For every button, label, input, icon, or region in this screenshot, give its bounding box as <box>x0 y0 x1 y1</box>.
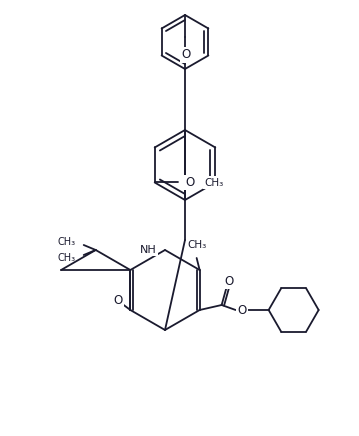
Text: CH₃: CH₃ <box>205 177 224 187</box>
Text: CH₃: CH₃ <box>57 253 76 263</box>
Text: O: O <box>114 293 123 307</box>
Text: O: O <box>237 303 246 317</box>
Text: O: O <box>224 275 233 287</box>
Text: CH₃: CH₃ <box>187 240 206 250</box>
Text: CH₃: CH₃ <box>57 237 76 247</box>
Text: O: O <box>185 176 194 189</box>
Text: NH: NH <box>140 245 157 255</box>
Text: O: O <box>181 48 191 61</box>
